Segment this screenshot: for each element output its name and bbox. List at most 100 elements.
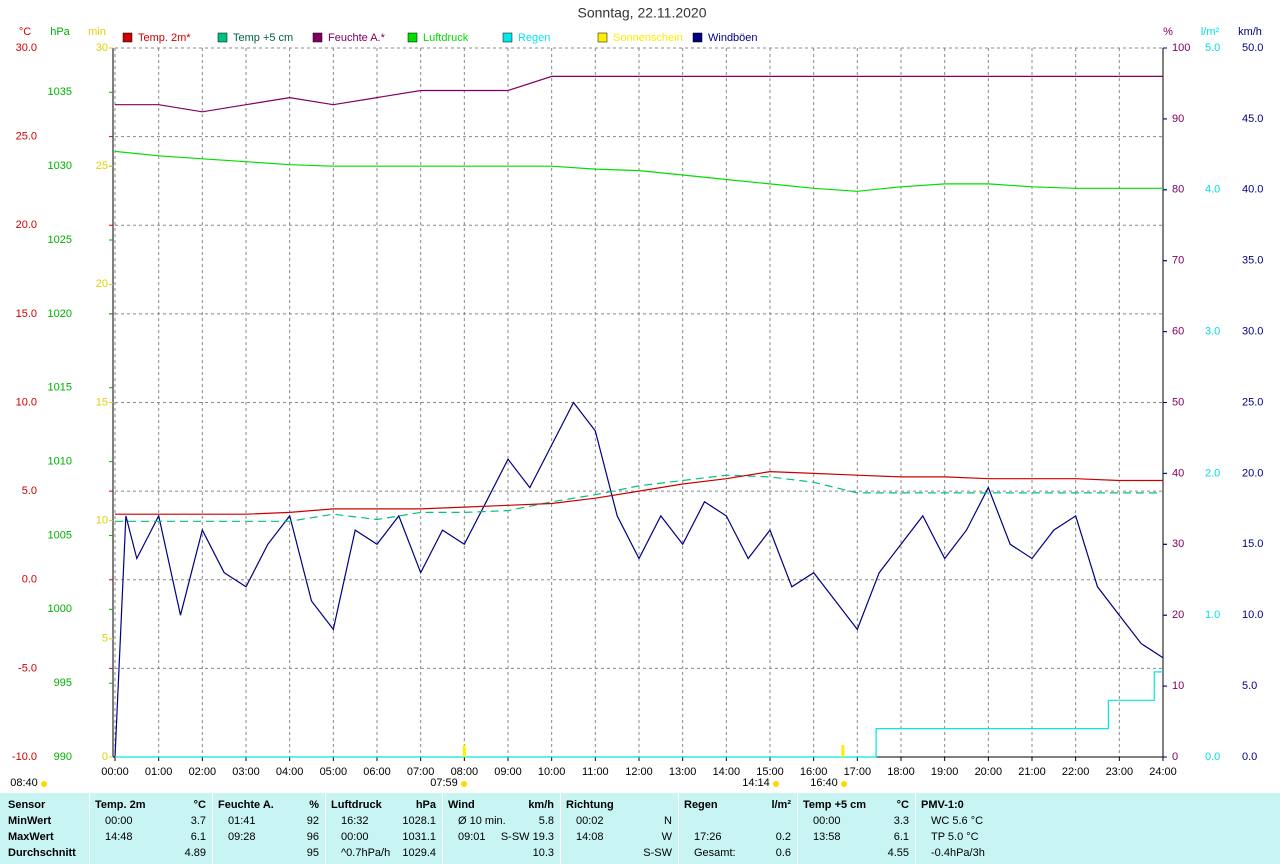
cell-value: 96 <box>306 831 319 843</box>
x-tick-label: 15:00 <box>756 766 784 778</box>
cell-text: 00:02 <box>576 815 604 827</box>
y-tick-label: 45.0 <box>1242 113 1263 125</box>
cell-value: 4.89 <box>184 847 206 859</box>
y-tick-label: 25.0 <box>16 131 37 143</box>
y-tick-label: 1030 <box>48 160 72 172</box>
cell-text: 09:28 <box>228 831 256 843</box>
y-tick-label: 1010 <box>48 455 72 467</box>
axis-unit: % <box>1163 26 1173 38</box>
legend-label: Feuchte A.* <box>328 32 386 44</box>
column-title: Richtung <box>566 799 614 811</box>
x-tick-label: 01:00 <box>145 766 173 778</box>
cell-text: 14:48 <box>105 831 133 843</box>
x-tick-label: 03:00 <box>232 766 260 778</box>
y-tick-label: 15.0 <box>1242 538 1263 550</box>
x-tick-label: 16:00 <box>800 766 828 778</box>
cell-text: 14:08 <box>576 831 604 843</box>
legend-label: Windböen <box>708 32 758 44</box>
legend-swatch <box>407 32 418 43</box>
cell-text: -0.4hPa/3h <box>931 847 985 859</box>
x-tick-label: 17:00 <box>844 766 872 778</box>
y-tick-label: 15 <box>96 396 108 408</box>
series-line <box>115 75 1163 113</box>
sun-icon <box>841 781 847 787</box>
y-tick-label: 995 <box>54 677 72 689</box>
column-unit: °C <box>896 799 909 811</box>
cell-value: 1028.1 <box>402 815 436 827</box>
y-tick-label: 10.0 <box>16 396 37 408</box>
x-tick-label: 11:00 <box>582 766 609 778</box>
row-label: MaxWert <box>8 831 54 843</box>
column-unit: % <box>309 799 319 811</box>
cell-text: 00:00 <box>105 815 133 827</box>
series-line <box>115 470 1163 515</box>
column-title: Wind <box>448 799 475 811</box>
x-tick-label: 07:00 <box>407 766 435 778</box>
cell-value: 5.8 <box>538 815 554 827</box>
y-tick-label: 100 <box>1172 42 1190 54</box>
y-tick-label: 1015 <box>48 382 72 394</box>
legend-label: Luftdruck <box>423 32 469 44</box>
y-tick-label: 80 <box>1172 184 1184 196</box>
y-tick-label: 0.0 <box>1242 751 1257 763</box>
cell-value: N <box>664 815 672 827</box>
x-tick-label: 20:00 <box>975 766 1003 778</box>
axis-unit: l/m² <box>1201 26 1220 38</box>
cell-value: 6.1 <box>190 831 206 843</box>
cell-text: WC 5.6 °C <box>931 815 984 827</box>
series-line <box>114 401 1164 758</box>
y-tick-label: 20.0 <box>1242 467 1263 479</box>
series-line <box>114 150 1163 192</box>
y-tick-label: 20 <box>1172 609 1184 621</box>
column-title: Luftdruck <box>331 799 382 811</box>
y-tick-label: 90 <box>1172 113 1184 125</box>
y-tick-label: 25 <box>96 160 108 172</box>
legend-swatch <box>597 32 608 43</box>
cell-value: S-SW <box>643 847 672 859</box>
annotation: 16:40 <box>810 777 838 789</box>
x-tick-label: 12:00 <box>625 766 653 778</box>
y-tick-label: 50 <box>1172 396 1184 408</box>
y-tick-label: 4.0 <box>1205 184 1220 196</box>
x-tick-label: 06:00 <box>363 766 391 778</box>
y-tick-label: 5.0 <box>1205 42 1220 54</box>
y-tick-label: 0.0 <box>1205 751 1220 763</box>
x-tick-label: 19:00 <box>931 766 959 778</box>
legend-swatch <box>502 32 513 43</box>
y-tick-label: 50.0 <box>1242 42 1263 54</box>
cell-text: 16:32 <box>341 815 369 827</box>
x-tick-label: 05:00 <box>320 766 348 778</box>
y-tick-label: 10.0 <box>1242 609 1263 621</box>
cell-value: 10.3 <box>532 847 554 859</box>
summary-table: Sensor Temp. 2m °C Feuchte A.% Luftdruck hPa W… <box>0 793 1280 864</box>
column-title: Feuchte A. <box>218 799 274 811</box>
cell-text: 09:01 <box>458 831 486 843</box>
series-line <box>115 671 1163 758</box>
y-tick-label: 25.0 <box>1242 396 1263 408</box>
annotation: 14:14 <box>742 777 770 789</box>
y-tick-label: 20.0 <box>16 219 37 231</box>
y-tick-label: 60 <box>1172 326 1184 338</box>
legend-label: Temp +5 cm <box>233 32 293 44</box>
cell-text: 00:00 <box>813 815 841 827</box>
y-tick-label: 990 <box>54 751 72 763</box>
cell-value: 92 <box>306 815 319 827</box>
y-tick-label: 1005 <box>48 529 72 541</box>
legend-label: Temp. 2m* <box>138 32 191 44</box>
y-tick-label: 30 <box>96 42 108 54</box>
cell-value: 3.7 <box>190 815 206 827</box>
y-tick-label: 1000 <box>48 603 72 615</box>
x-tick-label: 13:00 <box>669 766 697 778</box>
cell-value: 1031.1 <box>402 831 436 843</box>
column-title: Sensor <box>8 799 46 811</box>
y-tick-label: 1035 <box>48 86 72 98</box>
x-tick-label: 24:00 <box>1149 766 1177 778</box>
legend-swatch <box>217 32 228 43</box>
cell-value: 0.2 <box>775 831 791 843</box>
y-tick-label: 40 <box>1172 467 1184 479</box>
x-tick-label: 22:00 <box>1062 766 1090 778</box>
y-tick-label: 1025 <box>48 234 72 246</box>
cell-text: ^0.7hPa/h <box>341 847 391 859</box>
y-tick-label: 0 <box>102 751 108 763</box>
